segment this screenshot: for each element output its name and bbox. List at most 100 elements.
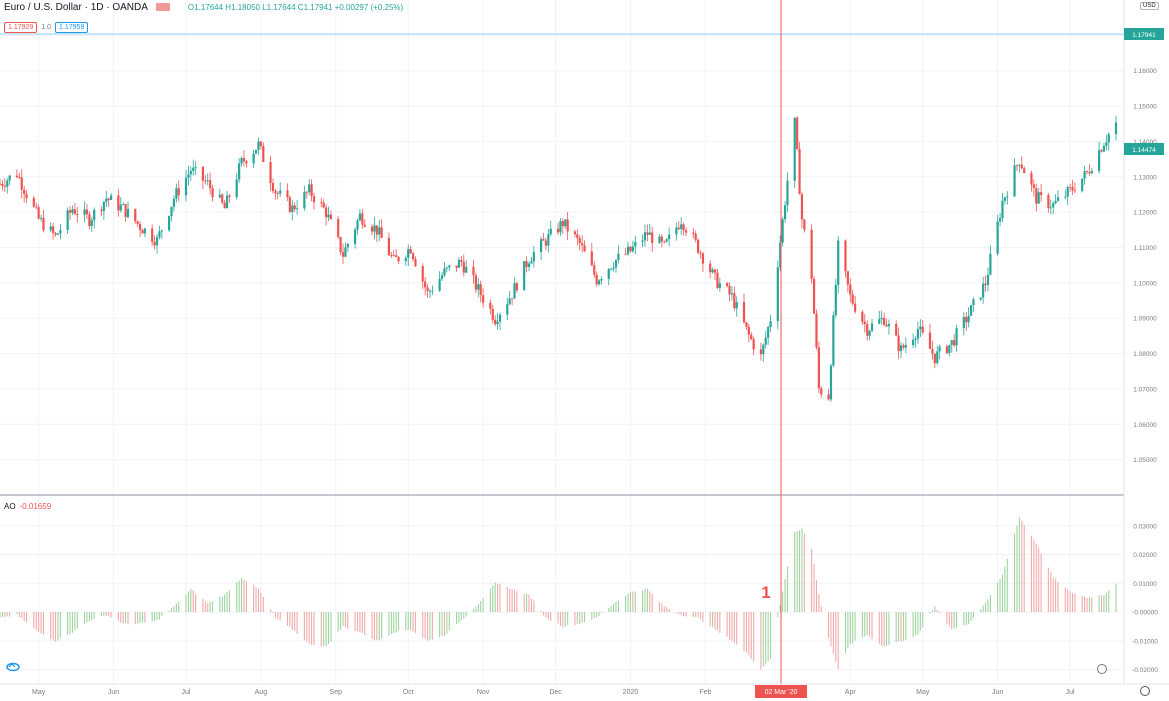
candle-body [158, 231, 161, 238]
cloud-icon[interactable] [6, 660, 20, 672]
candle-body [445, 267, 448, 269]
candle-body [677, 227, 680, 229]
candle-body [274, 191, 277, 194]
sell-button[interactable]: 1.17929 [4, 22, 38, 33]
candle-body [556, 228, 560, 233]
time-tick-label: Oct [403, 689, 414, 696]
price-tick-label: 1.06000 [1133, 422, 1157, 429]
candle-body [126, 208, 130, 218]
settings-icon[interactable] [1140, 686, 1150, 696]
price-tick-label: 1.14000 [1133, 139, 1157, 146]
candle-body [544, 240, 548, 246]
candle-body [527, 263, 531, 268]
candle-body [1071, 187, 1074, 191]
grid-lines [0, 0, 1124, 684]
time-tick-label: Jul [1066, 689, 1075, 696]
candle-body [745, 322, 748, 327]
candle-body [42, 217, 45, 231]
candle-body [404, 257, 407, 262]
candle-body [1069, 187, 1072, 188]
candle-body [353, 229, 357, 244]
candle-body [820, 388, 823, 395]
candle-body [793, 117, 796, 181]
candle-body [730, 293, 734, 295]
candle-body [798, 148, 801, 195]
candle-body [547, 234, 550, 246]
candle-body [491, 308, 494, 320]
candle-body [979, 297, 982, 300]
ao-tick-label: -0.00000 [1132, 610, 1158, 617]
candle-body [312, 196, 316, 203]
time-tick-label: Nov [477, 689, 490, 696]
candle-body [472, 266, 475, 276]
candle-body [373, 225, 376, 232]
candle-body [370, 226, 374, 232]
candle-body [1001, 200, 1004, 219]
candle-body [8, 175, 11, 181]
candle-body [1030, 173, 1033, 185]
candle-body [965, 316, 968, 323]
candle-body [863, 321, 866, 325]
symbol-title[interactable]: Euro / U.S. Dollar · 1D · OANDA [4, 2, 148, 13]
candle-body [851, 294, 854, 304]
hover-price-badge [1124, 143, 1164, 155]
candle-body [438, 278, 441, 291]
candle-body [462, 261, 465, 273]
candle-body [595, 274, 598, 285]
candle-body [428, 290, 432, 292]
candle-body [341, 252, 345, 257]
candle-body [175, 188, 178, 199]
candle-body [846, 271, 849, 285]
candle-body [1100, 150, 1103, 152]
candle-body [192, 167, 195, 171]
buy-button[interactable]: 1.17959 [55, 22, 89, 33]
candle-body [337, 219, 340, 237]
candle-body [245, 161, 248, 164]
candle-body [682, 224, 685, 231]
candle-body [259, 141, 262, 146]
price-tick-label: 1.08000 [1133, 351, 1157, 358]
candle-body [781, 219, 784, 243]
symbol-legend: Euro / U.S. Dollar · 1D · OANDA O1.17644 … [4, 2, 403, 13]
candle-body [339, 236, 342, 253]
candle-body [812, 278, 816, 314]
candle-body [701, 253, 705, 264]
gear-icon[interactable] [1097, 664, 1107, 674]
candle-body [455, 265, 458, 268]
candle-body [155, 237, 159, 246]
candle-body [933, 353, 936, 364]
ao-axis[interactable]: 0.03000 0.02000 0.01000 -0.00000 -0.01000 -0.… [1132, 523, 1158, 674]
candle-body [629, 246, 632, 252]
candle-body [93, 209, 96, 221]
candle-body [779, 242, 782, 268]
candle-body [998, 218, 1002, 222]
time-axis[interactable]: May Jun Jul Aug Sep Oct Nov Dec 2020 Feb Apr May Jun… [32, 689, 1075, 696]
candle-body [390, 255, 393, 257]
candle-body [254, 149, 258, 154]
candle-body [1107, 134, 1110, 143]
candle-body [617, 253, 620, 260]
candle-body [675, 227, 678, 235]
candle-body [1023, 168, 1026, 174]
candle-body [928, 332, 932, 349]
candle-body [530, 261, 533, 264]
candle-body [515, 283, 519, 291]
candle-body [221, 194, 224, 203]
candle-body [375, 225, 378, 235]
candle-body [124, 203, 127, 218]
candle-body [54, 232, 57, 235]
candle-body [549, 228, 552, 235]
indicator-name[interactable]: AO [4, 502, 16, 511]
price-axis[interactable]: 1.16000 1.15000 1.14000 1.13000 1.12000 1.110… [1133, 68, 1157, 464]
candle-body [578, 238, 581, 244]
candle-body [421, 266, 424, 282]
time-tick-label: May [32, 689, 46, 696]
indicator-value: -0.01659 [19, 502, 52, 511]
candle-body [969, 305, 973, 316]
candle-body [506, 304, 509, 315]
candle-body [762, 344, 765, 355]
candle-body [728, 285, 731, 295]
candle-body [225, 195, 229, 209]
currency-label[interactable]: USD [1140, 2, 1159, 10]
